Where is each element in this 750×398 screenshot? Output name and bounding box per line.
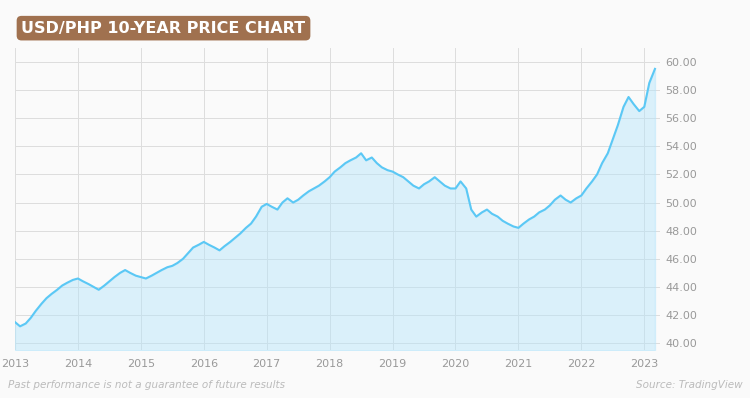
Text: USD/PHP 10-YEAR PRICE CHART: USD/PHP 10-YEAR PRICE CHART [22,21,305,36]
Text: Source: TradingView: Source: TradingView [636,380,742,390]
Text: Past performance is not a guarantee of future results: Past performance is not a guarantee of f… [8,380,284,390]
